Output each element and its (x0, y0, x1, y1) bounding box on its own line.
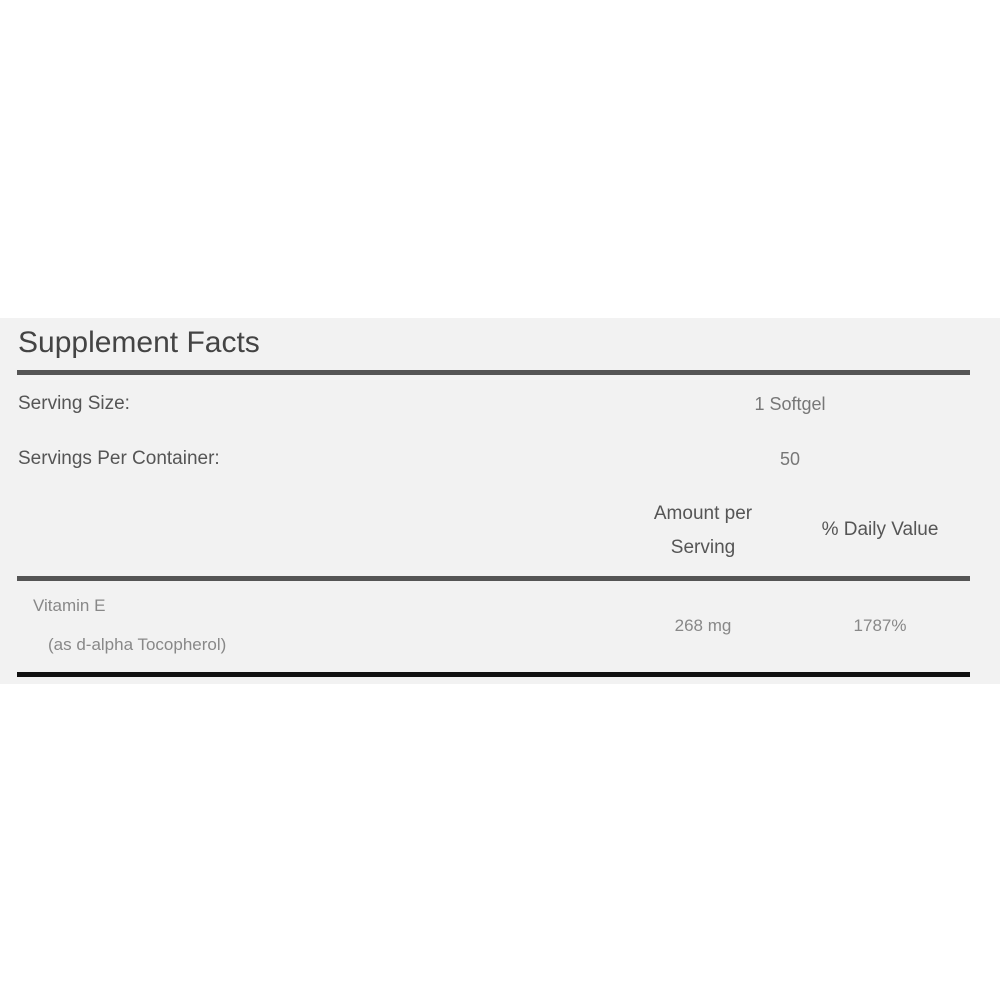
divider-middle (17, 576, 970, 581)
serving-size-value: 1 Softgel (754, 394, 826, 414)
divider-top (17, 370, 970, 375)
nutrient-amount: 268 mg (674, 616, 732, 635)
amount-per-serving-header: Amount per Serving (653, 503, 753, 558)
nutrient-detail: (as d-alpha Tocopherol) (48, 635, 227, 654)
nutrient-name: Vitamin E (33, 596, 106, 615)
daily-value-header: % Daily Value (821, 519, 939, 540)
nutrient-daily-value: 1787% (853, 616, 907, 635)
panel-title: Supplement Facts (18, 326, 260, 359)
serving-size-label: Serving Size: (18, 393, 130, 414)
servings-per-container-value: 50 (779, 449, 801, 469)
divider-bottom (17, 672, 970, 677)
servings-per-container-label: Servings Per Container: (18, 448, 220, 469)
supplement-facts-panel (0, 318, 1000, 684)
